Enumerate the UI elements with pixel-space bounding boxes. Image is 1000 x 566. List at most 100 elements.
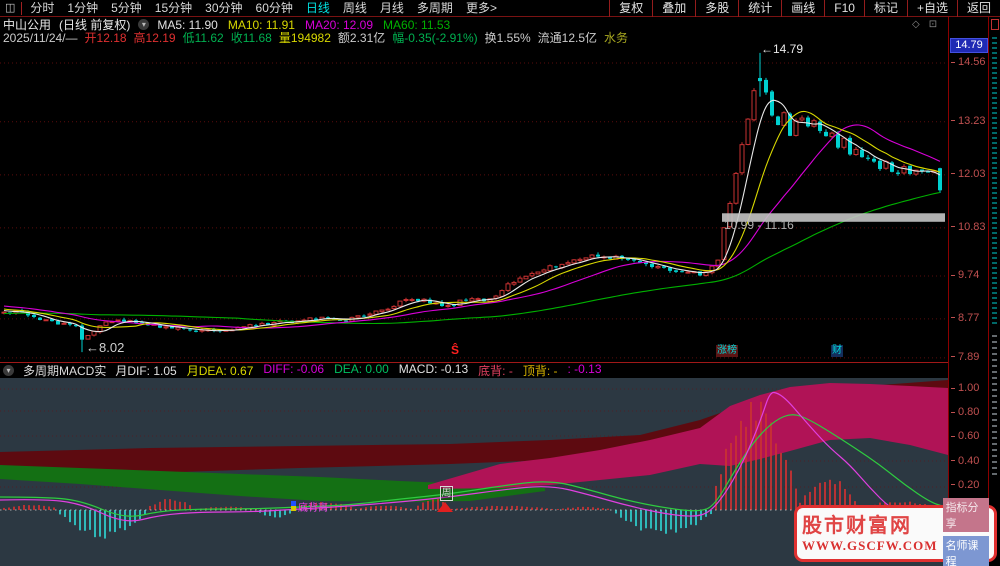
- period-tabs: 分时 1分钟 5分钟 15分钟 30分钟 60分钟 日线 周线 月线 多周期 更多>: [30, 0, 497, 17]
- watermark-left: 股市财富网 WWW.GSCFW.COM: [802, 514, 938, 554]
- ohlc-row-values: 2025/11/24/— 开12.18 高12.19 低11.62 收11.68 量194…: [3, 30, 629, 46]
- tick-mark: [951, 387, 955, 389]
- top-toolbar: ◫ 分时 1分钟 5分钟 15分钟 30分钟 60分钟 日线 周线 月线 多周期 更多> 复权 叠加多…: [0, 0, 1000, 17]
- macd-value: 月DEA: 0.67: [186, 364, 254, 378]
- ohlc-value: 低11.62: [182, 31, 224, 45]
- period-tab[interactable]: 5分钟: [111, 0, 142, 15]
- toolbar-action-button[interactable]: 多股: [695, 0, 738, 17]
- ohlc-value: 换1.55%: [484, 31, 531, 45]
- tick-mark: [951, 61, 955, 63]
- price-tick-label: 12.03: [951, 168, 986, 180]
- toolbar-action-button[interactable]: 标记: [863, 0, 907, 17]
- period-tab[interactable]: 日线: [305, 0, 330, 15]
- macd-values: 月DIF: 1.05 月DEA: 0.67 DIFF: -0.06 DEA: 0.00…: [115, 362, 601, 379]
- watermark-badge-1: 指标分享: [942, 497, 989, 532]
- macd-value: 月DIF: 1.05: [115, 364, 177, 378]
- period-tab[interactable]: 15分钟: [154, 0, 193, 15]
- period-tab[interactable]: 周线: [342, 0, 367, 15]
- watermark-site-url: WWW.GSCFW.COM: [802, 537, 938, 553]
- indicator-name[interactable]: 多周期MACD实: [23, 364, 107, 378]
- price-tick-label: 9.74: [951, 269, 979, 281]
- ohlc-value: 2025/11/24/—: [3, 30, 78, 45]
- macd-panel-chart[interactable]: [0, 378, 948, 566]
- chevron-down-icon[interactable]: ▾: [138, 19, 150, 30]
- period-tab[interactable]: 1分钟: [67, 0, 99, 15]
- tick-mark: [951, 435, 955, 437]
- diamond-icon[interactable]: ◇: [912, 19, 920, 30]
- macd-indicator-header: ▾ 多周期MACD实 月DIF: 1.05 月DEA: 0.67 DIFF: -0.…: [0, 362, 948, 378]
- watermark-panel: 股市财富网 WWW.GSCFW.COM 指标分享 名师课程: [794, 497, 997, 566]
- ma-value: MA5: 11.90: [157, 17, 218, 32]
- ohlc-value: 量194982: [278, 31, 331, 45]
- ohlc-value: 高12.19: [133, 31, 176, 45]
- macd-value: MACD: -0.13: [398, 362, 469, 376]
- strip-vertical-text: [992, 37, 997, 327]
- zhang-badge[interactable]: 涨榜: [716, 345, 738, 357]
- ohlc-value: 水务: [604, 31, 629, 45]
- price-tick-label: 14.56: [951, 56, 986, 68]
- price-tick-label: 7.89: [951, 351, 979, 363]
- ohlc-value: 额2.31亿: [337, 31, 386, 45]
- ma-value: MA20: 12.09: [304, 17, 374, 32]
- right-strip-banner: [988, 17, 1000, 566]
- chevron-down-icon[interactable]: ▾: [3, 365, 14, 376]
- period-tab[interactable]: 60分钟: [255, 0, 293, 15]
- main-chart[interactable]: [0, 45, 948, 362]
- toolbar-action-button[interactable]: 返回: [956, 0, 1000, 17]
- macd-tick-label: 1.00: [951, 382, 979, 394]
- tick-mark: [951, 460, 955, 462]
- watermark-site-name: 股市财富网: [802, 514, 912, 537]
- price-tick-label: 8.77: [951, 312, 979, 324]
- toolbar-action-button[interactable]: 画线: [781, 0, 824, 17]
- tick-mark: [951, 120, 955, 122]
- support-band-label: 10.99 - 11.16: [724, 218, 794, 232]
- price-tick-label: 13.23: [951, 115, 986, 127]
- ma-value: MA10: 11.91: [227, 17, 295, 32]
- period-tab[interactable]: 30分钟: [205, 0, 243, 15]
- yellow-square-marker: [291, 506, 296, 511]
- period-tab[interactable]: 更多>: [465, 0, 497, 15]
- macd-value: DIFF: -0.06: [263, 362, 325, 376]
- price-tick-label: 10.83: [951, 221, 986, 233]
- toolbar-action-button[interactable]: +自选: [906, 0, 957, 17]
- tick-mark: [951, 274, 955, 276]
- period-tab[interactable]: 多周期: [416, 0, 453, 15]
- stock-info-row: 中山公用 (日线 前复权) ▾ MA5: 11.90 MA10: 11.91 MA2…: [3, 18, 450, 33]
- macd-tick-label: 0.20: [951, 479, 979, 491]
- toolbar-action-button[interactable]: 复权: [609, 0, 652, 17]
- ohlc-value: 流通12.5亿: [537, 31, 598, 45]
- sidebar-toggle-icon[interactable]: ◫: [5, 1, 16, 14]
- red-triangle-marker: [437, 502, 453, 512]
- tick-mark: [951, 173, 955, 175]
- chart-corner-icons: ◇ ⊡: [912, 19, 937, 30]
- ma-value: MA60: 11.53: [383, 17, 451, 32]
- price-high-box: 14.79: [950, 38, 988, 53]
- tick-mark: [951, 356, 955, 358]
- stock-title: 中山公用: [3, 18, 52, 32]
- macd-value: DEA: 0.00: [334, 362, 389, 376]
- cai-badge[interactable]: 财: [831, 345, 843, 357]
- watermark-badges: 指标分享 名师课程: [942, 497, 989, 566]
- macd-tick-label: 0.60: [951, 430, 979, 442]
- panel-window-icon[interactable]: ⊡: [928, 19, 938, 30]
- sell-signal-marker: Ŝ: [451, 343, 460, 357]
- high-price-annotation: ←14.79: [761, 42, 804, 56]
- toolbar-actions: 复权 叠加 多股 统计 画线 F10 标记 +自选 返回: [609, 0, 1000, 17]
- toolbar-divider: [21, 1, 23, 15]
- macd-value: 顶背: -: [522, 364, 558, 378]
- macd-tick-label: 0.40: [951, 455, 979, 467]
- tick-mark: [951, 226, 955, 228]
- period-tab[interactable]: 月线: [379, 0, 404, 15]
- toolbar-action-button[interactable]: 叠加: [652, 0, 695, 17]
- divergence-label: 底背离: [298, 503, 328, 514]
- ohlc-value: 幅-0.35(-2.91%): [392, 31, 478, 45]
- stock-subtitle: (日线 前复权): [59, 18, 131, 32]
- period-tab[interactable]: 分时: [30, 0, 55, 15]
- toolbar-action-button[interactable]: 统计: [738, 0, 781, 17]
- toolbar-action-button[interactable]: F10: [824, 0, 864, 17]
- macd-value: 底背: -: [478, 364, 513, 378]
- price-axis: 14.79 14.56 13.23 12.03 10.83 9.74 8.77 7.89 1.…: [948, 17, 988, 566]
- tick-mark: [951, 484, 955, 486]
- ma-values: MA5: 11.90 MA10: 11.91 MA20: 12.09 MA60: 11…: [157, 18, 450, 32]
